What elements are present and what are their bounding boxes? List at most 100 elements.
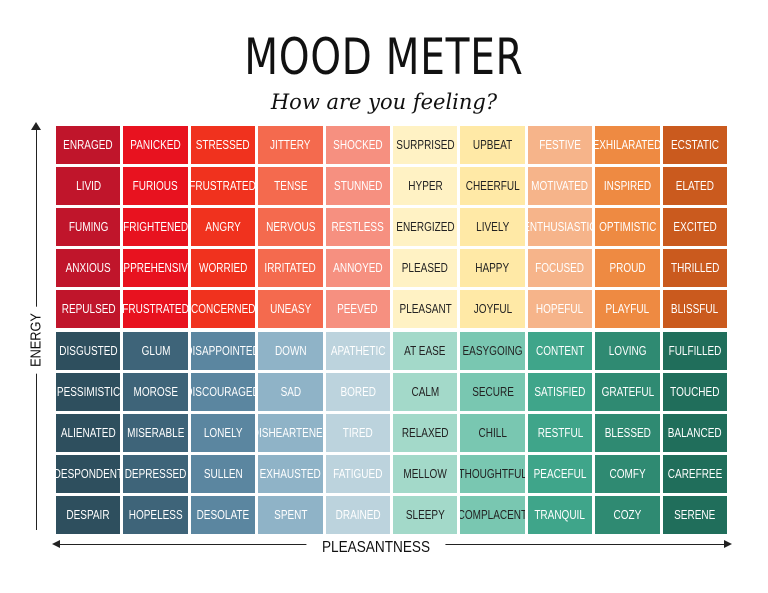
mood-cell: GRATEFUL [595, 372, 660, 411]
mood-cell: MOTIVATED [527, 167, 593, 206]
mood-cell: PROUD [595, 249, 660, 288]
mood-cell-label: INSPIRED [603, 179, 652, 194]
mood-cell-label: FULFILLED [668, 343, 722, 358]
mood-cell: TENSE [258, 167, 323, 206]
page-title: MOOD METER [244, 28, 524, 86]
mood-cell-label: DRAINED [335, 507, 381, 522]
mood-cell: ELATED [662, 167, 727, 206]
mood-cell-label: FATIGUED [333, 466, 383, 481]
mood-cell: SAD [258, 372, 323, 411]
mood-cell: EASYGOING [460, 331, 525, 370]
mood-cell-label: PLEASANT [399, 302, 452, 317]
mood-cell: WORRIED [190, 249, 256, 288]
mood-cell-label: FRIGHTENED [123, 220, 188, 235]
mood-cell: FRUSTRATED [190, 167, 256, 206]
mood-cell: COMFY [595, 454, 660, 493]
mood-cell-label: DISCOURAGED [191, 384, 255, 399]
energy-axis-label: ENERGY [23, 306, 49, 374]
mood-cell: BALANCED [662, 413, 727, 452]
mood-cell-label: FRUSTRATED [123, 302, 188, 317]
mood-cell: SPENT [258, 495, 323, 534]
mood-cell-label: PROUD [609, 261, 646, 276]
mood-cell-label: PEACEFUL [533, 466, 587, 481]
mood-cell: ENRAGED [56, 126, 121, 165]
mood-cell-label: HOPELESS [128, 507, 183, 522]
mood-cell-label: CALM [411, 384, 440, 399]
mood-cell-label: GLUM [141, 343, 171, 358]
mood-cell-label: ECSTATIC [670, 138, 719, 153]
mood-cell: DRAINED [325, 495, 390, 534]
mood-cell: DEPRESSED [123, 454, 188, 493]
mood-cell: CONCERNED [190, 290, 256, 329]
mood-cell: DESOLATE [190, 495, 256, 534]
mood-cell: ALIENATED [56, 413, 121, 452]
mood-cell: NERVOUS [258, 208, 323, 247]
mood-cell-label: BALANCED [667, 425, 722, 440]
mood-cell-label: FURIOUS [133, 179, 179, 194]
mood-cell-label: JITTERY [270, 138, 311, 153]
mood-cell: RESTLESS [325, 208, 390, 247]
mood-cell: TIRED [325, 413, 390, 452]
mood-cell-label: BLISSFUL [671, 302, 719, 317]
mood-cell: FURIOUS [123, 167, 188, 206]
mood-cell-label: MOROSE [133, 384, 178, 399]
mood-cell-label: OPTIMISTIC [598, 220, 657, 235]
mood-cell: IRRITATED [258, 249, 323, 288]
mood-cell-label: LOVING [608, 343, 647, 358]
mood-cell-label: ENERGIZED [396, 220, 455, 235]
mood-cell-label: CONTENT [535, 343, 585, 358]
mood-cell: MOROSE [123, 372, 188, 411]
mood-cell: FUMING [56, 208, 121, 247]
mood-cell-label: SATISFIED [534, 384, 586, 399]
mood-cell: JITTERY [258, 126, 323, 165]
mood-cell-label: PLEASED [402, 261, 449, 276]
mood-cell-label: DISHEARTENED [258, 425, 323, 440]
mood-cell: SURPRISED [393, 126, 458, 165]
mood-cell-label: UNEASY [269, 302, 311, 317]
mood-cell-label: DISGUSTED [59, 343, 118, 358]
mood-cell-label: TRANQUIL [534, 507, 586, 522]
mood-cell: HOPELESS [123, 495, 188, 534]
mood-cell-label: SERENE [674, 507, 716, 522]
mood-cell: THRILLED [662, 249, 727, 288]
mood-cell: REPULSED [56, 290, 121, 329]
mood-cell-label: AT EASE [404, 343, 446, 358]
mood-cell: PLEASANT [393, 290, 458, 329]
mood-cell-label: PLAYFUL [605, 302, 650, 317]
mood-cell-label: ENTHUSIASTIC [528, 220, 592, 235]
mood-cell: HAPPY [460, 249, 525, 288]
mood-cell: GLUM [123, 331, 188, 370]
mood-cell-label: FRUSTRATED [190, 179, 256, 194]
mood-cell: MELLOW [393, 454, 458, 493]
mood-cell: ANXIOUS [56, 249, 121, 288]
mood-cell-label: COMFY [609, 466, 646, 481]
mood-cell-label: ANXIOUS [65, 261, 111, 276]
mood-cell: TOUCHED [662, 372, 727, 411]
mood-cell-label: THRILLED [670, 261, 719, 276]
mood-cell: APATHETIC [325, 331, 390, 370]
mood-cell-label: SHOCKED [333, 138, 383, 153]
mood-cell: ENTHUSIASTIC [527, 208, 593, 247]
mood-cell-label: DESOLATE [196, 507, 250, 522]
mood-cell: SHOCKED [325, 126, 390, 165]
mood-cell: DESPAIR [56, 495, 121, 534]
mood-cell-label: RELAXED [401, 425, 449, 440]
pleasantness-axis-left-arrow-icon [52, 540, 60, 548]
mood-cell-label: TENSE [273, 179, 308, 194]
energy-axis-arrow-icon [31, 122, 41, 130]
mood-cell: HYPER [393, 167, 458, 206]
mood-cell: PEEVED [325, 290, 390, 329]
mood-cell-label: GRATEFUL [601, 384, 654, 399]
mood-cell-label: DOWN [274, 343, 307, 358]
mood-cell: DOWN [258, 331, 323, 370]
mood-cell-label: IRRITATED [264, 261, 317, 276]
mood-cell: EXCITED [662, 208, 727, 247]
mood-cell: COZY [595, 495, 660, 534]
mood-cell-label: MELLOW [403, 466, 447, 481]
mood-cell-label: CHILL [478, 425, 507, 440]
mood-cell-label: CHEERFUL [465, 179, 520, 194]
mood-cell-label: SECURE [471, 384, 514, 399]
mood-cell-label: COMPLACENT [460, 507, 525, 522]
mood-cell: PLAYFUL [595, 290, 660, 329]
mood-cell: FULFILLED [662, 331, 727, 370]
